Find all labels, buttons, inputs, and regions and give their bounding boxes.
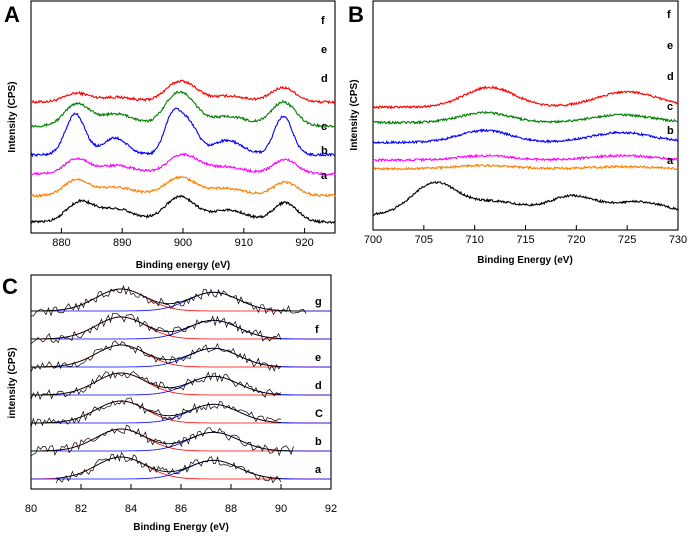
panel-c-raw-a xyxy=(55,451,282,484)
panel-c-trace-label-g: g xyxy=(315,296,322,308)
panel-c-ticks: 80 82 84 86 88 90 92 xyxy=(25,484,337,515)
panel-c-xtick-label: 80 xyxy=(25,503,37,515)
panel-c: C g f e d Cb a 80 82 84 86 88 90 92 Binding Energy … xyxy=(2,274,337,533)
panel-c-envelope-e xyxy=(31,344,281,368)
panel-c-frame xyxy=(30,274,332,490)
panel-c-xtick-label: 82 xyxy=(75,503,87,515)
panel-c-fit-4f72-f xyxy=(31,316,331,340)
panel-c-envelope-a xyxy=(55,456,281,479)
panel-b-trace-label-e: e xyxy=(667,40,673,52)
panel-a-trace-label-c: c xyxy=(321,121,327,133)
panel-c-envelope-d xyxy=(31,372,281,396)
panel-b-xtick-label: 720 xyxy=(567,234,585,246)
panel-a-traces: f e d cb a xyxy=(30,15,336,224)
panel-a-trace-e xyxy=(30,90,335,129)
panel-a-frame xyxy=(30,0,336,234)
panel-c-raw-d xyxy=(30,370,282,401)
panel-b-trace-label-a: a xyxy=(667,155,674,167)
panel-c-fit-4f72-d xyxy=(31,372,331,396)
panel-a-ticks: 880 890 900 910 920 xyxy=(52,228,314,249)
panel-a-xtick-label: 920 xyxy=(295,237,313,249)
panel-b-trace-label-d: d xyxy=(667,71,674,83)
panel-b-trace-d xyxy=(372,128,679,145)
panel-c-envelope-g xyxy=(31,288,306,312)
panel-c-xtick-label: 88 xyxy=(225,503,237,515)
panel-c-raw-e xyxy=(30,340,282,373)
panel-b-trace-a xyxy=(372,181,679,216)
panel-a-trace-a xyxy=(30,194,336,224)
panel-a-trace-d xyxy=(30,107,336,158)
panel-a-ylabel: Intensity (CPS) xyxy=(7,81,18,152)
panel-a-xtick-label: 880 xyxy=(52,237,70,249)
panel-c-fit-4f72-b xyxy=(31,428,331,452)
panel-a-letter: A xyxy=(4,2,20,27)
panel-a-trace-label-e: e xyxy=(321,44,327,56)
panel-b-trace-c xyxy=(372,153,679,163)
panel-c-envelope-C xyxy=(31,400,281,424)
panel-a-trace-label-d: d xyxy=(321,73,328,85)
panel-c-letter: C xyxy=(2,274,18,299)
panel-a-xlabel: Binding energy (eV) xyxy=(136,260,230,271)
panel-b-ylabel: Intensity (CPS) xyxy=(349,79,360,150)
panel-a-trace-b xyxy=(30,175,336,198)
panel-b-xtick-label: 725 xyxy=(618,234,636,246)
panel-b: B f e d cb a 700 705 710 715 720 725 730 Binding E… xyxy=(348,0,687,266)
panel-c-traces: g f e d Cb a xyxy=(30,284,331,484)
panel-b-ticks: 700 705 710 715 720 725 730 xyxy=(364,225,687,246)
panel-c-trace-label-e: e xyxy=(315,352,321,364)
panel-c-raw-f xyxy=(30,312,282,345)
panel-a-trace-f xyxy=(30,79,336,105)
panel-b-xtick-label: 710 xyxy=(465,234,483,246)
panel-b-xtick-label: 705 xyxy=(415,234,433,246)
panel-c-trace-label-a: a xyxy=(315,464,322,476)
panel-c-xlabel: Binding Energy (eV) xyxy=(133,522,229,533)
panel-a-xtick-label: 890 xyxy=(113,237,131,249)
panel-b-xtick-label: 730 xyxy=(669,234,687,246)
panel-c-trace-label-b: b xyxy=(315,436,322,448)
panel-c-ylabel: intensity (CPS) xyxy=(7,347,18,418)
panel-a-xtick-label: 900 xyxy=(174,237,192,249)
panel-b-trace-f xyxy=(372,85,679,110)
panel-c-xtick-label: 84 xyxy=(125,503,137,515)
panel-b-trace-label-c: c xyxy=(667,101,673,113)
panel-c-raw-g xyxy=(31,284,307,317)
panel-c-xtick-label: 86 xyxy=(175,503,187,515)
panel-c-xtick-label: 90 xyxy=(275,503,287,515)
panel-a-trace-label-a: a xyxy=(321,170,328,182)
panel-c-fit-4f72-g xyxy=(31,288,331,312)
panel-b-trace-label-f: f xyxy=(667,9,671,21)
panel-c-fit-4f72-e xyxy=(31,344,331,368)
panel-c-envelope-f xyxy=(31,316,281,340)
panel-b-trace-label-b: b xyxy=(667,125,674,137)
panel-c-xtick-label: 92 xyxy=(325,503,337,515)
panel-c-trace-label-C: C xyxy=(315,408,323,420)
panel-a: A f e d cb a 880 890 900 910 920 Binding energy … xyxy=(4,0,336,271)
panel-b-traces: f e d cb a xyxy=(372,9,679,216)
panel-c-fit-4f72-a xyxy=(31,456,331,480)
panel-a-trace-c xyxy=(30,152,336,177)
panel-a-trace-label-b: b xyxy=(321,145,328,157)
panel-b-xlabel: Binding Energy (eV) xyxy=(477,255,573,266)
panel-c-trace-label-f: f xyxy=(315,324,319,336)
panel-a-trace-label-f: f xyxy=(321,15,325,27)
panel-c-trace-label-d: d xyxy=(315,380,322,392)
panel-b-letter: B xyxy=(348,2,364,27)
panel-b-trace-b xyxy=(372,163,679,172)
panel-a-xtick-label: 910 xyxy=(235,237,253,249)
panel-b-trace-e xyxy=(372,110,679,126)
panel-b-xtick-label: 700 xyxy=(364,234,382,246)
panel-b-xtick-label: 715 xyxy=(516,234,534,246)
panel-c-envelope-b xyxy=(31,428,294,452)
